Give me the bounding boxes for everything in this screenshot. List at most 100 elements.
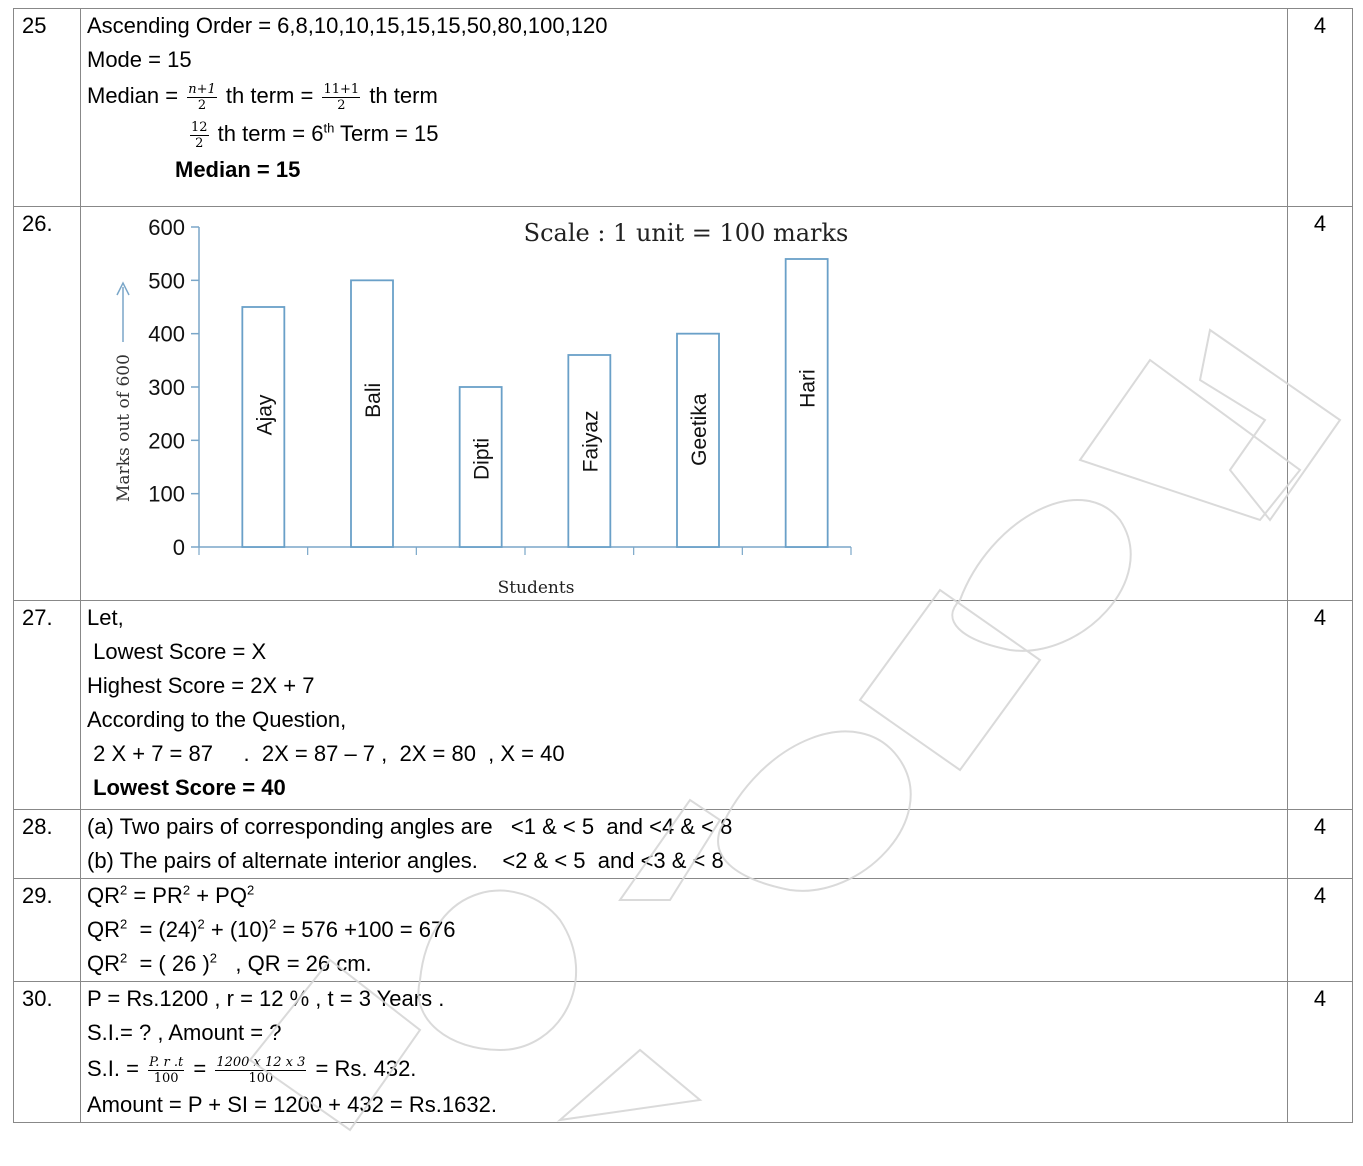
question-number: 26. [13, 206, 81, 601]
y-tick-label: 300 [148, 375, 185, 400]
equation-line: QR2 = (24)2 + (10)2 = 576 +100 = 676 [87, 913, 1281, 947]
text-line: (b) The pairs of alternate interior angl… [87, 848, 724, 873]
fraction: 12 2 [190, 120, 209, 151]
superscript: 2 [120, 882, 128, 898]
text: th term [369, 83, 438, 108]
question-number: 30. [13, 981, 81, 1123]
text-line: (a) Two pairs of corresponding angles ar… [87, 814, 733, 839]
marks: 4 [1287, 809, 1353, 879]
bar [350, 279, 394, 548]
text: th term = [225, 83, 314, 108]
numerator: n+1 [187, 81, 217, 98]
bar-label: Hari [797, 369, 820, 408]
question-number: 29. [13, 878, 81, 982]
text: th term = 6 [217, 121, 324, 146]
bar-label: Ajay [253, 394, 276, 435]
fraction: 11+1 2 [322, 81, 361, 113]
superscript: 2 [120, 916, 128, 932]
question-number: 25 [13, 8, 81, 207]
bar-label: Geetika [688, 393, 711, 466]
text: Median = [87, 83, 179, 108]
bar [784, 258, 829, 548]
table-row: 30. P = Rs.1200 , r = 12 % , t = 3 Years… [13, 981, 1353, 1123]
y-tick-label: 400 [148, 322, 185, 347]
denominator: 2 [337, 97, 346, 113]
numerator: P. r .t [148, 1054, 185, 1071]
x-axis-label: Students [498, 578, 575, 598]
y-tick-label: 500 [148, 268, 185, 293]
bar [676, 332, 720, 548]
text: QR [87, 883, 120, 908]
denominator: 100 [153, 1070, 179, 1086]
fraction: 1200 x 12 x 3 100 [215, 1054, 307, 1086]
bar-chart: Scale : 1 unit = 100 marks 0 100 200 300 400 5… [114, 215, 852, 598]
bar [458, 386, 503, 548]
superscript: 2 [246, 882, 255, 898]
text: = Rs. 432. [315, 1056, 417, 1081]
y-tick-label: 0 [173, 535, 185, 560]
si-formula-line: S.I. = P. r .t 100 = 1200 x 12 x 3 100 = R… [87, 1050, 1281, 1088]
superscript: th [323, 120, 335, 136]
median-line: Median = n+1 2 th term = 11+1 2 th term [87, 77, 1281, 115]
text: = PR [127, 883, 183, 908]
numerator: 11+1 [322, 81, 361, 98]
marks: 4 [1287, 878, 1353, 982]
text: + PQ [190, 883, 247, 908]
numerator: 12 [190, 119, 209, 136]
marks: 4 [1287, 981, 1353, 1123]
equation-line: QR2 = ( 26 )2 , QR = 26 cm. [87, 947, 1281, 981]
answer-table: 25 Ascending Order = 6,8,10,10,15,15,15,… [13, 8, 1353, 1123]
chart-cell: Scale : 1 unit = 100 marks 0 100 200 300 400 5… [80, 206, 1288, 601]
marks: 4 [1287, 206, 1353, 601]
text: = 576 +100 = 676 [276, 917, 456, 942]
text: , QR = 26 cm. [217, 951, 372, 976]
table-row: 26. Scale : 1 unit = 100 marks 0 100 200 300… [13, 206, 1353, 601]
text: Term = 15 [340, 121, 439, 146]
numerator: 1200 x 12 x 3 [215, 1054, 307, 1071]
superscript: 2 [209, 950, 218, 966]
question-number: 27. [13, 600, 81, 810]
table-row: 25 Ascending Order = 6,8,10,10,15,15,15,… [13, 8, 1353, 207]
bar-label: Faiyaz [579, 410, 602, 472]
fraction: n+1 2 [187, 82, 217, 113]
text-line: Highest Score = 2X + 7 [87, 673, 315, 698]
text-line: P = Rs.1200 , r = 12 % , t = 3 Years . [87, 986, 445, 1011]
text-line: Let, [87, 605, 124, 630]
superscript: 2 [120, 950, 128, 966]
bar-label: Bali [362, 383, 385, 418]
question-number: 28. [13, 809, 81, 879]
final-answer: Lowest Score = 40 [87, 775, 286, 800]
text: QR [87, 917, 120, 942]
text-line: According to the Question, [87, 707, 347, 732]
text-line: 2 X + 7 = 87 . 2X = 87 – 7 , 2X = 80 , X… [87, 741, 565, 766]
table-row: 27. Let, Lowest Score = X Highest Score … [13, 600, 1353, 810]
answer-cell: Let, Lowest Score = X Highest Score = 2X… [80, 600, 1288, 810]
text: + (10) [204, 917, 269, 942]
denominator: 2 [197, 97, 207, 113]
table-row: 29. QR2 = PR2 + PQ2 QR2 = (24)2 + (10)2 … [13, 878, 1353, 982]
text-line: Mode = 15 [87, 47, 192, 72]
text-line: Lowest Score = X [87, 639, 267, 664]
bar [241, 306, 286, 548]
marks: 4 [1287, 8, 1353, 207]
text: = [193, 1056, 207, 1081]
superscript: 2 [268, 916, 277, 932]
text: S.I. = [87, 1056, 139, 1081]
denominator: 100 [248, 1070, 274, 1086]
answer-cell: (a) Two pairs of corresponding angles ar… [80, 809, 1288, 879]
marks: 4 [1287, 600, 1353, 810]
superscript: 2 [182, 882, 191, 898]
superscript: 2 [197, 916, 205, 932]
chart-title: Scale : 1 unit = 100 marks [524, 219, 849, 247]
table-row: 28. (a) Two pairs of corresponding angle… [13, 809, 1353, 879]
fraction: P. r .t 100 [148, 1054, 185, 1086]
equation-line: QR2 = PR2 + PQ2 [87, 879, 1281, 913]
bar [567, 354, 612, 548]
text: QR [87, 951, 120, 976]
text-line: S.I.= ? , Amount = ? [87, 1020, 282, 1045]
y-axis-arrow-head [116, 281, 130, 296]
median-step-line: 12 2 th term = 6th Term = 15 [87, 115, 1281, 153]
y-tick-label: 600 [148, 215, 185, 240]
y-tick-label: 100 [148, 482, 185, 507]
final-answer: Median = 15 [175, 157, 301, 182]
